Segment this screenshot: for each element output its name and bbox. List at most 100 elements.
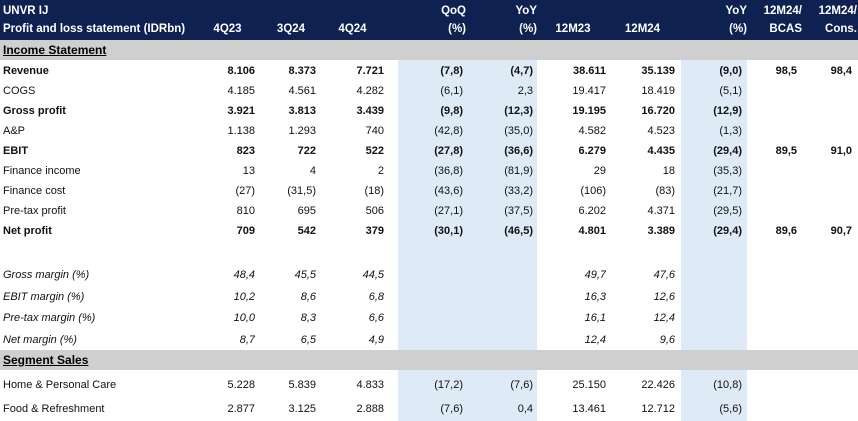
header-qoq-bottom: (%)	[448, 23, 466, 35]
cell-12m23: 49,7	[584, 269, 606, 281]
cell-12m23: 4.582	[578, 125, 606, 137]
cell-12m24: 4.435	[647, 145, 675, 157]
cell-yoy-annual	[683, 287, 742, 308]
cell-yoy-annual: (5,1)	[719, 85, 742, 97]
cell-bcas	[748, 101, 797, 121]
cell-yoy-annual: (10,8)	[713, 379, 742, 391]
cell-cons	[803, 398, 852, 420]
cell-12m24: 18	[662, 165, 675, 177]
cell-bcas	[748, 161, 797, 181]
cell-4q23: 8,7	[239, 333, 255, 346]
cell-4q24: 2	[377, 165, 384, 177]
cell-qoq: (30,1)	[434, 225, 463, 237]
cell-4q23: 810	[236, 205, 255, 217]
section-segment-sales: Segment Sales	[0, 350, 858, 370]
cell-qoq	[400, 330, 463, 351]
table-header: UNVR IJ Profit and loss statement (IDRbn)…	[0, 0, 858, 40]
section-segment-sales-title: Segment Sales	[3, 353, 89, 367]
cell-cons	[803, 308, 852, 329]
cell-yoy-annual: (9,0)	[719, 65, 742, 77]
cell-12m23: 16,1	[584, 312, 606, 324]
cell-cons: 91,0	[830, 145, 852, 157]
cell-12m24: 12,4	[653, 312, 675, 324]
cell-qoq: (43,6)	[434, 185, 463, 197]
cell-4q24: 740	[365, 125, 384, 137]
cell-4q23: 5.228	[227, 379, 255, 391]
header-yoy-bottom: (%)	[519, 23, 537, 35]
cell-4q24: 3.439	[356, 105, 384, 117]
cell-12m24: 9,6	[659, 333, 675, 346]
row-label: COGS	[3, 85, 36, 97]
table-row: Revenue 8.106 8.373 7.721 (7,8) (4,7) 38.611 35…	[0, 61, 858, 81]
cell-12m24: 18.419	[641, 85, 675, 97]
cell-yoy-annual	[683, 308, 742, 329]
cell-yoy-annual: (29,4)	[713, 225, 742, 237]
row-label: Gross profit	[3, 105, 66, 117]
table-row: Pre-tax margin (%) 10,0 8,3 6,6 16,1 12,4	[0, 308, 858, 329]
cell-qoq: (42,8)	[434, 125, 463, 137]
cell-bcas	[748, 81, 797, 101]
cell-4q23: 709	[236, 225, 255, 237]
header-3q24-bottom: 3Q24	[276, 23, 306, 35]
cell-3q24: 8.373	[288, 65, 316, 77]
header-12m24-bottom: 12M24	[624, 23, 661, 35]
cell-3q24: 695	[297, 205, 316, 217]
cell-12m23: 13.461	[572, 403, 606, 415]
table-row: Pre-tax profit 810 695 506 (27,1) (37,5) 6.202…	[0, 201, 858, 221]
cell-12m24: 22.426	[641, 379, 675, 391]
cell-yoy	[468, 308, 533, 329]
cell-4q23: 4.185	[227, 85, 255, 97]
cell-bcas: 98,5	[775, 65, 797, 77]
cell-3q24: 722	[297, 145, 316, 157]
cell-4q23: 10,0	[233, 312, 255, 324]
cell-bcas: 89,5	[775, 145, 797, 157]
cell-12m24: 3.389	[647, 225, 675, 237]
cell-yoy-annual: (35,3)	[713, 165, 742, 177]
cell-12m24: 12.712	[641, 403, 675, 415]
cell-cons	[803, 161, 852, 181]
cell-cons	[803, 181, 852, 201]
header-4q24-top	[325, 2, 380, 20]
table-row: COGS 4.185 4.561 4.282 (6,1) 2,3 19.417 18.419 (…	[0, 81, 858, 101]
header-bcas-top: 12M24/	[763, 5, 802, 17]
cell-yoy: (35,0)	[504, 125, 533, 137]
cell-12m24: (83)	[655, 185, 675, 197]
cell-bcas	[748, 287, 797, 308]
cell-bcas	[748, 121, 797, 141]
header-label-bottom: Profit and loss statement (IDRbn)	[3, 23, 186, 35]
header-4q23-top	[200, 2, 255, 20]
header-4q24-bottom: 4Q24	[338, 23, 367, 35]
row-label: Home & Personal Care	[3, 379, 117, 391]
cell-yoy: (12,3)	[504, 105, 533, 117]
row-label: Pre-tax profit	[3, 205, 66, 217]
header-label-top: UNVR IJ	[3, 5, 49, 17]
cell-4q23: 823	[236, 145, 255, 157]
cell-yoy	[468, 330, 533, 351]
cell-4q24: 7.721	[356, 65, 384, 77]
cell-12m23: 29	[593, 165, 606, 177]
cell-4q24: 379	[365, 225, 384, 237]
cell-qoq: (6,1)	[440, 85, 463, 97]
table-row: Net profit 709 542 379 (30,1) (46,5) 4.801 3.38…	[0, 221, 858, 241]
cell-3q24: 5.839	[288, 379, 316, 391]
cell-yoy: 2,3	[517, 85, 533, 97]
cell-12m23: 6.279	[578, 145, 606, 157]
cell-12m24: 4.523	[647, 125, 675, 137]
cell-qoq: (17,2)	[434, 379, 463, 391]
cell-4q24: (18)	[364, 185, 384, 197]
table-row: Home & Personal Care 5.228 5.839 4.833 (17,2…	[0, 374, 858, 396]
cell-cons	[803, 101, 852, 121]
cell-yoy-annual	[683, 330, 742, 351]
header-bcas-bottom: BCAS	[769, 23, 802, 35]
cell-bcas	[748, 308, 797, 329]
cell-cons	[803, 121, 852, 141]
cell-cons	[803, 201, 852, 221]
row-label: Pre-tax margin (%)	[3, 312, 96, 324]
cell-qoq: (27,1)	[434, 205, 463, 217]
header-12m24-top	[610, 2, 675, 20]
cell-cons	[803, 330, 852, 351]
cell-bcas	[748, 330, 797, 351]
cell-bcas	[748, 265, 797, 286]
table-row: A&P 1.138 1.293 740 (42,8) (35,0) 4.582 4.523 (1…	[0, 121, 858, 141]
header-yoy-annual-bottom: (%)	[729, 23, 747, 35]
